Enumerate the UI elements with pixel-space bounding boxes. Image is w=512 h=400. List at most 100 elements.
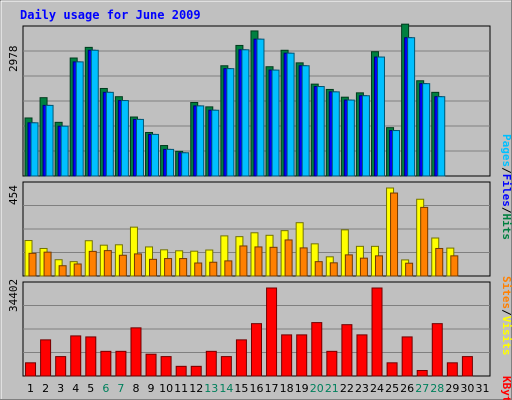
- day-label-13: 13: [204, 382, 218, 395]
- day-label-24: 24: [370, 382, 384, 395]
- day-label-31: 31: [475, 382, 489, 395]
- bar-kbytes-day-2: [40, 339, 52, 377]
- bar-sites-day-11: [179, 258, 188, 277]
- bar-kbytes-day-6: [100, 350, 112, 377]
- bar-sites-day-17: [269, 246, 278, 277]
- day-label-14: 14: [219, 382, 233, 395]
- legend-separator: /: [500, 207, 512, 214]
- bar-kbytes-day-25: [386, 362, 398, 377]
- day-label-28: 28: [430, 382, 444, 395]
- bar-kbytes-day-22: [341, 324, 353, 377]
- day-label-11: 11: [174, 382, 188, 395]
- bar-kbytes-day-24: [371, 287, 383, 377]
- bar-pages-day-17: [271, 69, 280, 177]
- day-label-9: 9: [148, 382, 155, 395]
- bar-kbytes-day-16: [251, 323, 262, 377]
- legend-files: Files: [500, 174, 512, 207]
- day-label-2: 2: [42, 382, 49, 395]
- bar-pages-day-7: [120, 100, 129, 177]
- bar-sites-day-18: [284, 239, 293, 277]
- bar-pages-day-5: [90, 49, 99, 177]
- visits-sites-legend: Sites/Visits: [500, 276, 512, 356]
- bar-sites-day-21: [329, 262, 338, 277]
- bar-pages-day-20: [316, 86, 325, 177]
- bar-sites-day-23: [359, 257, 368, 277]
- hits-files-pages-legend: Pages/Files/Hits: [500, 134, 512, 240]
- bar-sites-day-14: [224, 260, 233, 277]
- day-label-23: 23: [355, 382, 369, 395]
- bar-pages-day-4: [75, 61, 84, 177]
- bar-sites-day-13: [209, 261, 218, 277]
- bar-sites-day-9: [149, 258, 158, 277]
- day-label-20: 20: [310, 382, 324, 395]
- bar-pages-day-24: [376, 56, 385, 177]
- bar-sites-day-12: [194, 262, 203, 277]
- bar-pages-day-10: [166, 148, 175, 177]
- bar-pages-day-19: [301, 65, 310, 177]
- day-label-26: 26: [400, 382, 414, 395]
- bar-sites-day-4: [73, 263, 82, 277]
- legend-separator: /: [500, 309, 512, 316]
- day-label-6: 6: [102, 382, 109, 395]
- bar-sites-day-27: [420, 206, 429, 277]
- day-label-30: 30: [460, 382, 474, 395]
- bar-kbytes-day-17: [266, 287, 278, 377]
- legend-pages: Pages: [500, 134, 512, 167]
- day-label-3: 3: [57, 382, 64, 395]
- bar-sites-day-24: [374, 255, 383, 277]
- bar-pages-day-3: [60, 125, 69, 177]
- day-axis: 1 2 3 4 5 6 7 8 9 10 11 12 13 14 15 16 17 18 19 20 21 22 23 24 2…: [27, 382, 489, 395]
- bar-kbytes-day-12: [190, 365, 202, 377]
- bar-sites-day-25: [390, 192, 399, 277]
- bar-sites-day-15: [239, 245, 248, 277]
- legend-sites: Sites: [500, 276, 512, 309]
- day-label-19: 19: [295, 382, 309, 395]
- bar-pages-day-6: [105, 91, 114, 177]
- day-label-21: 21: [325, 382, 339, 395]
- bar-kbytes-day-9: [145, 353, 157, 377]
- bar-pages-day-2: [45, 104, 54, 177]
- bar-sites-day-2: [43, 251, 52, 277]
- legend-visits: Visits: [500, 316, 512, 356]
- bar-sites-day-16: [254, 246, 263, 277]
- day-label-25: 25: [385, 382, 399, 395]
- bar-pages-day-12: [196, 105, 205, 177]
- bar-pages-day-8: [135, 118, 144, 177]
- day-label-17: 17: [265, 382, 279, 395]
- day-label-15: 15: [234, 382, 248, 395]
- day-label-18: 18: [280, 382, 294, 395]
- legend-separator: /: [500, 167, 512, 174]
- bar-sites-day-19: [299, 247, 308, 277]
- bar-sites-day-7: [118, 254, 127, 277]
- hits-ymax-label: 2978: [7, 46, 20, 73]
- bar-kbytes-day-19: [296, 334, 308, 377]
- bar-pages-day-13: [211, 109, 220, 177]
- bar-pages-day-1: [30, 122, 39, 177]
- bar-sites-day-10: [164, 258, 173, 277]
- bar-kbytes-day-29: [446, 362, 458, 377]
- day-label-29: 29: [445, 382, 459, 395]
- bar-pages-day-23: [361, 95, 370, 177]
- bar-sites-day-3: [58, 265, 67, 277]
- kbytes-legend: KBytes: [500, 376, 512, 400]
- day-label-22: 22: [340, 382, 354, 395]
- bar-kbytes-day-13: [205, 350, 217, 377]
- day-label-1: 1: [27, 382, 34, 395]
- bar-kbytes-day-21: [326, 350, 338, 377]
- bar-kbytes-day-5: [85, 336, 97, 377]
- bar-sites-day-6: [103, 250, 112, 277]
- bar-sites-day-20: [314, 261, 323, 277]
- day-label-8: 8: [132, 382, 139, 395]
- bar-sites-day-5: [88, 250, 97, 277]
- bar-kbytes-day-18: [281, 334, 293, 377]
- bar-kbytes-day-3: [55, 356, 67, 377]
- bar-kbytes-day-8: [130, 327, 142, 377]
- day-label-5: 5: [87, 382, 94, 395]
- bar-pages-day-18: [286, 52, 295, 177]
- bar-pages-day-9: [151, 133, 160, 177]
- bar-kbytes-day-26: [401, 336, 413, 377]
- day-label-16: 16: [250, 382, 264, 395]
